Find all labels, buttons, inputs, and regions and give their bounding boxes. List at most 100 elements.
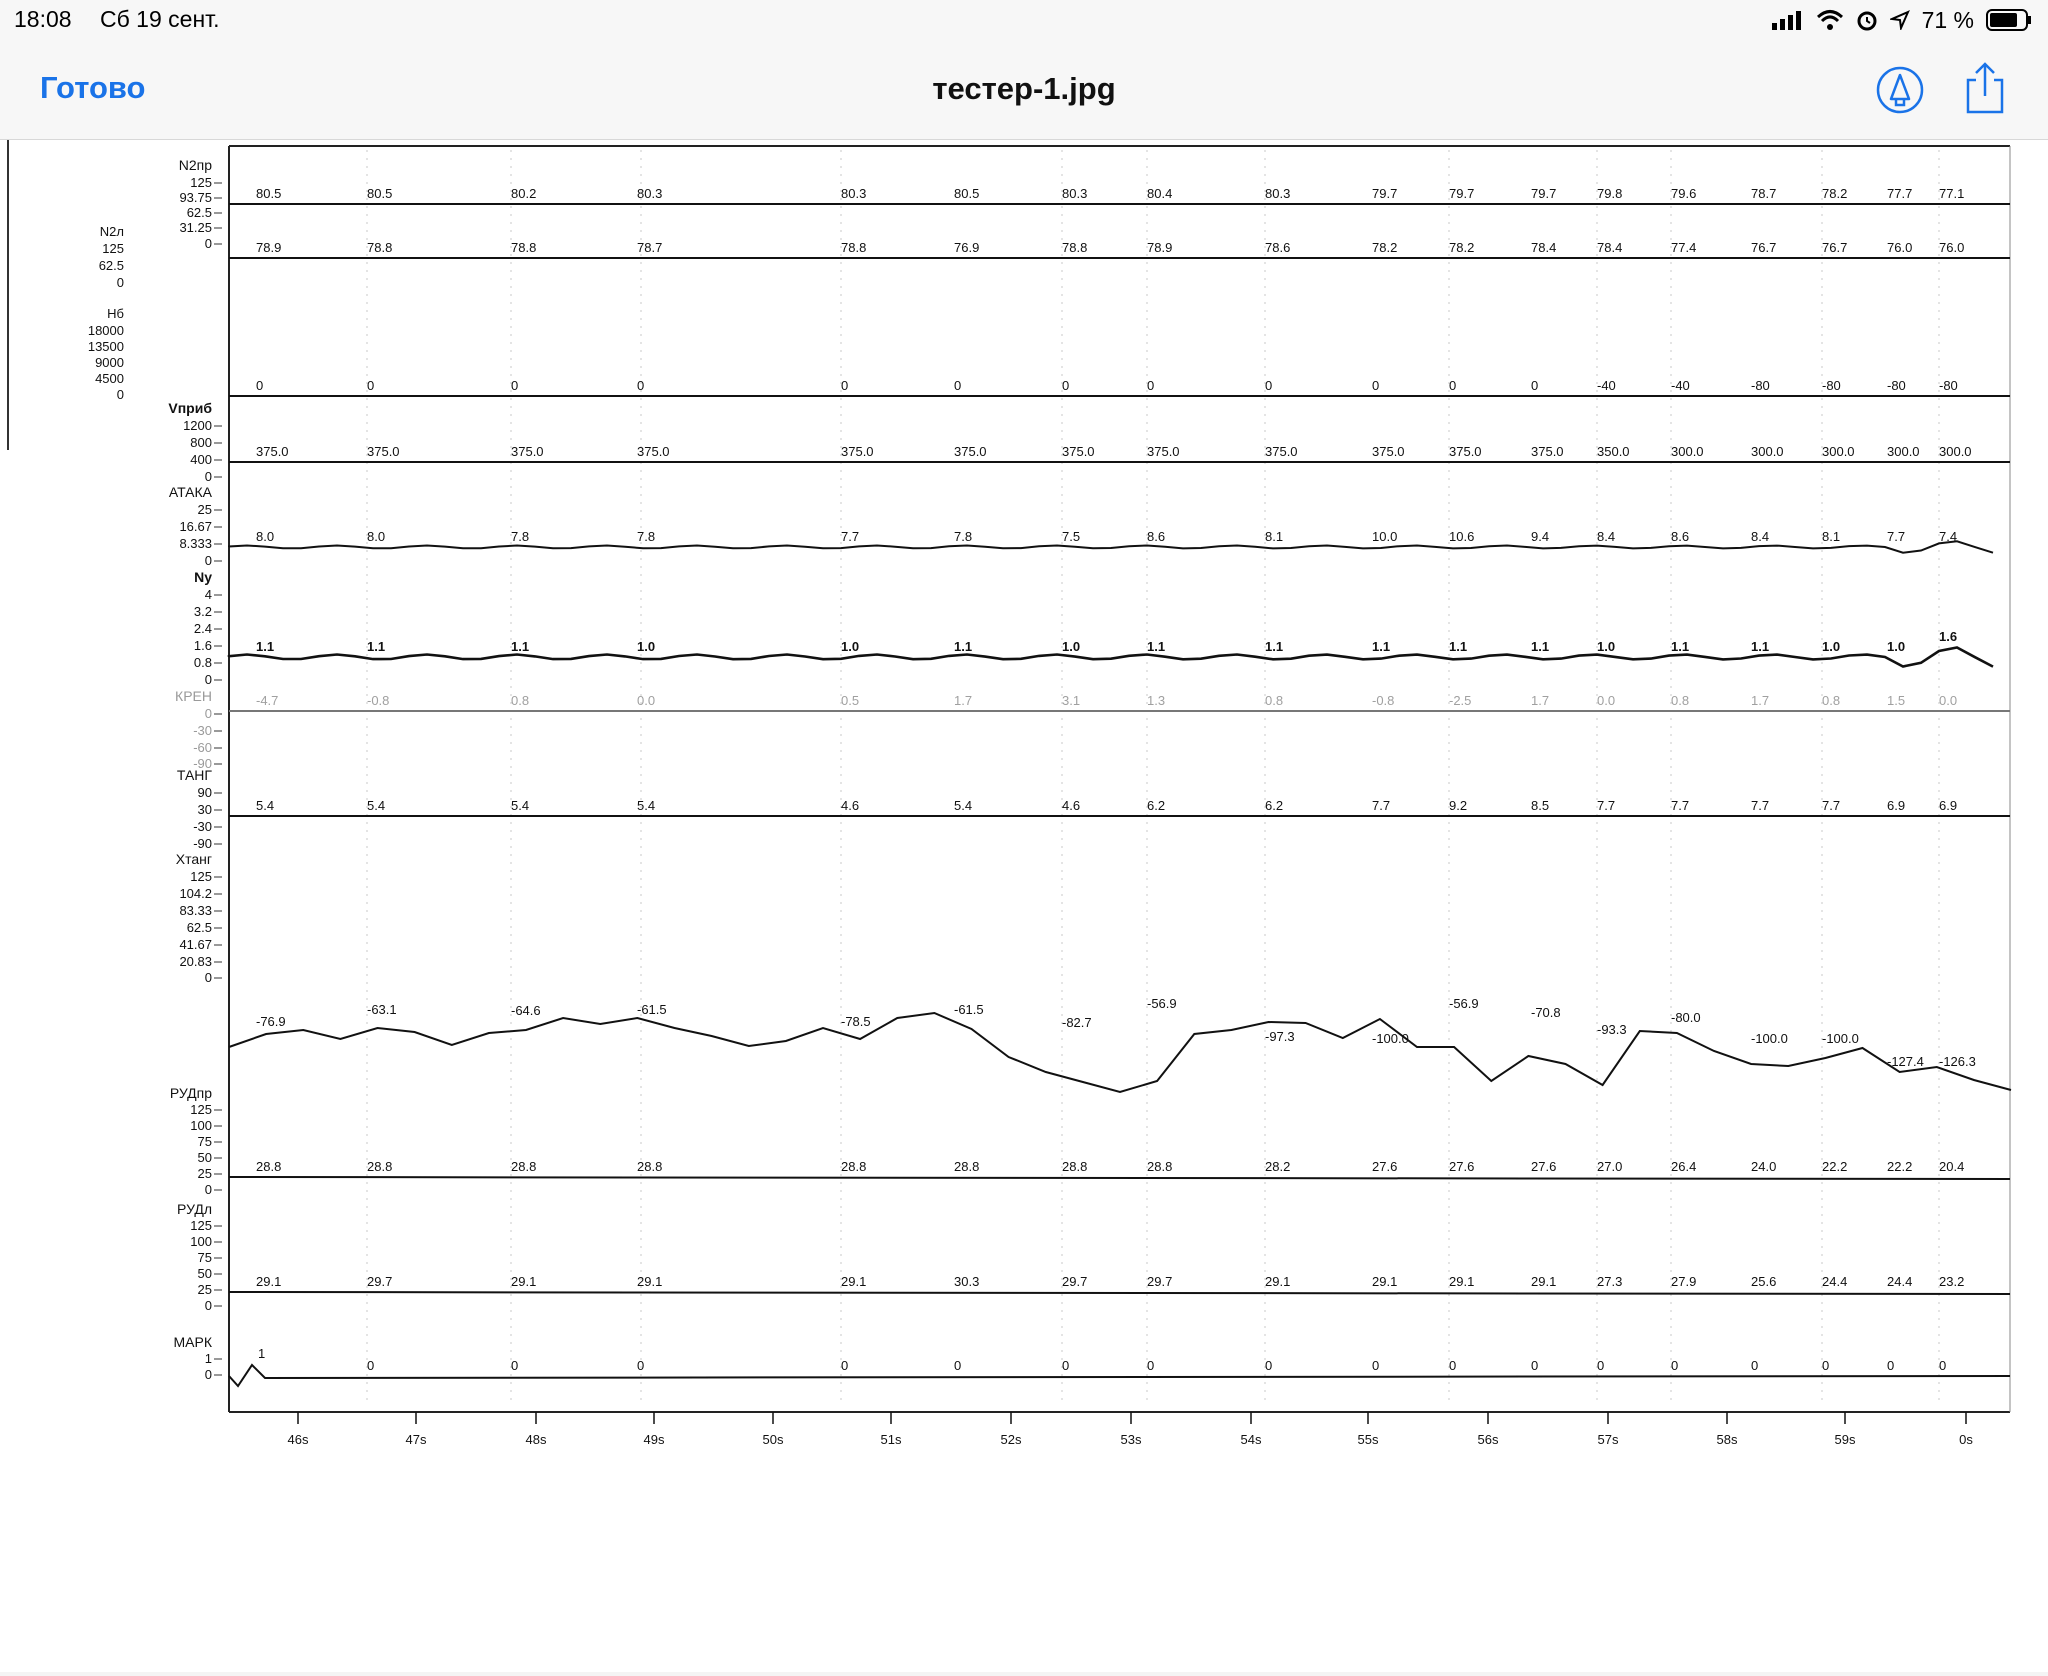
data-label: 80.2 bbox=[511, 186, 536, 201]
axis-tick-label: 30 bbox=[198, 802, 212, 817]
axis-tick-label: 93.75 bbox=[179, 190, 212, 205]
axis-tick-label: 800 bbox=[190, 435, 212, 450]
data-label: 0.0 bbox=[1939, 693, 1957, 708]
markup-pen-icon[interactable] bbox=[1876, 66, 1924, 114]
axis-tick-label: 75 bbox=[198, 1250, 212, 1265]
axis-tick-label: -30 bbox=[193, 723, 212, 738]
x-tick-label: 58s bbox=[1717, 1432, 1738, 1447]
data-label: 0 bbox=[954, 1358, 961, 1373]
axis-tick-label: 62.5 bbox=[187, 205, 212, 220]
data-label: 27.9 bbox=[1671, 1274, 1696, 1289]
data-label: 0 bbox=[1671, 1358, 1678, 1373]
x-tick-label: 53s bbox=[1121, 1432, 1142, 1447]
data-label: 8.1 bbox=[1822, 529, 1840, 544]
axis-tick-label: 16.67 bbox=[179, 519, 212, 534]
data-label: 1.1 bbox=[954, 639, 972, 654]
axis-tick-label: -90 bbox=[193, 756, 212, 771]
data-label: 28.8 bbox=[637, 1159, 662, 1174]
data-label: 80.4 bbox=[1147, 186, 1172, 201]
x-tick-label: 47s bbox=[406, 1432, 427, 1447]
data-label: 375.0 bbox=[1147, 444, 1180, 459]
data-label: 27.0 bbox=[1597, 1159, 1622, 1174]
battery-icon bbox=[1986, 9, 2031, 31]
data-label: 7.7 bbox=[1822, 798, 1840, 813]
data-label: 375.0 bbox=[367, 444, 400, 459]
data-label: 375.0 bbox=[1449, 444, 1482, 459]
data-label: 76.7 bbox=[1751, 240, 1776, 255]
data-label: 78.4 bbox=[1531, 240, 1556, 255]
data-label: 77.7 bbox=[1887, 186, 1912, 201]
data-label: 78.8 bbox=[1062, 240, 1087, 255]
data-label: 78.4 bbox=[1597, 240, 1622, 255]
data-label: 0.8 bbox=[1265, 693, 1283, 708]
data-label: -80 bbox=[1939, 378, 1958, 393]
data-label: 27.6 bbox=[1372, 1159, 1397, 1174]
channel-name: ТАНГ bbox=[177, 767, 213, 783]
axis-tick-label: 125 bbox=[190, 175, 212, 190]
data-label: 5.4 bbox=[954, 798, 972, 813]
channel-name: Ny bbox=[194, 569, 212, 585]
axis-tick-label: 4 bbox=[205, 587, 212, 602]
data-label: 0 bbox=[511, 1358, 518, 1373]
channel-name: Нб bbox=[107, 306, 124, 321]
axis-tick-label: 25 bbox=[198, 1166, 212, 1181]
data-label: 80.3 bbox=[1062, 186, 1087, 201]
data-label: 0 bbox=[1265, 378, 1272, 393]
data-label: 1.1 bbox=[367, 639, 385, 654]
data-label: 80.3 bbox=[1265, 186, 1290, 201]
data-label: 0 bbox=[1062, 378, 1069, 393]
channel-name: МАРК bbox=[174, 1334, 213, 1350]
data-label: 6.9 bbox=[1939, 798, 1957, 813]
data-label: 1 bbox=[258, 1346, 265, 1361]
data-label: 0 bbox=[1449, 1358, 1456, 1373]
x-tick-label: 50s bbox=[763, 1432, 784, 1447]
axis-tick-label: 400 bbox=[190, 452, 212, 467]
data-label: 0 bbox=[841, 378, 848, 393]
data-label: 0.8 bbox=[1671, 693, 1689, 708]
series-line bbox=[228, 1176, 2011, 1180]
wifi-icon bbox=[1816, 10, 1843, 30]
data-label: 10.6 bbox=[1449, 529, 1474, 544]
axis-tick-label: 125 bbox=[190, 869, 212, 884]
data-label: 29.1 bbox=[637, 1274, 662, 1289]
axis-tick-label: 100 bbox=[190, 1234, 212, 1249]
data-label: 0.8 bbox=[1822, 693, 1840, 708]
data-label: 29.7 bbox=[1147, 1274, 1172, 1289]
alarm-icon bbox=[1857, 11, 1877, 31]
data-label: 0 bbox=[1372, 378, 1379, 393]
document-view[interactable]: N2пр 125 93.75 62.5 31.25 0 80.5 80.5 80.2 80.3 80… bbox=[0, 140, 2048, 1676]
data-label: 3.1 bbox=[1062, 693, 1080, 708]
cellular-signal-icon bbox=[1771, 11, 1801, 30]
data-label: 0 bbox=[367, 378, 374, 393]
data-label: -63.1 bbox=[367, 1002, 397, 1017]
data-label: 0 bbox=[256, 378, 263, 393]
data-label: 29.1 bbox=[1265, 1274, 1290, 1289]
data-label: 0 bbox=[511, 378, 518, 393]
axis-tick-label: 125 bbox=[190, 1218, 212, 1233]
share-icon[interactable] bbox=[1964, 62, 2006, 114]
done-button[interactable]: Готово bbox=[40, 70, 146, 105]
status-date: Сб 19 сент. bbox=[100, 6, 220, 32]
data-label: 28.8 bbox=[1147, 1159, 1172, 1174]
axis-tick-label: 1 bbox=[205, 1351, 212, 1366]
channel-name: КРЕН bbox=[175, 688, 212, 704]
data-label: 79.7 bbox=[1449, 186, 1474, 201]
data-label: -82.7 bbox=[1062, 1015, 1092, 1030]
data-label: 9.4 bbox=[1531, 529, 1549, 544]
x-tick-label: 49s bbox=[644, 1432, 665, 1447]
data-label: 26.4 bbox=[1671, 1159, 1696, 1174]
data-label: 0 bbox=[954, 378, 961, 393]
data-label: 0.0 bbox=[1597, 693, 1615, 708]
data-label: 4.6 bbox=[841, 798, 859, 813]
x-tick-label: 56s bbox=[1478, 1432, 1499, 1447]
axis-tick-label: 0 bbox=[205, 970, 212, 985]
data-label: 1.1 bbox=[1372, 639, 1390, 654]
data-label: 1.7 bbox=[1531, 693, 1549, 708]
data-label: 8.0 bbox=[367, 529, 385, 544]
data-label: 7.8 bbox=[954, 529, 972, 544]
data-label: 1.0 bbox=[1597, 639, 1615, 654]
data-label: 375.0 bbox=[1372, 444, 1405, 459]
data-label: 0 bbox=[1372, 1358, 1379, 1373]
data-label: 10.0 bbox=[1372, 529, 1397, 544]
data-label: 5.4 bbox=[367, 798, 385, 813]
